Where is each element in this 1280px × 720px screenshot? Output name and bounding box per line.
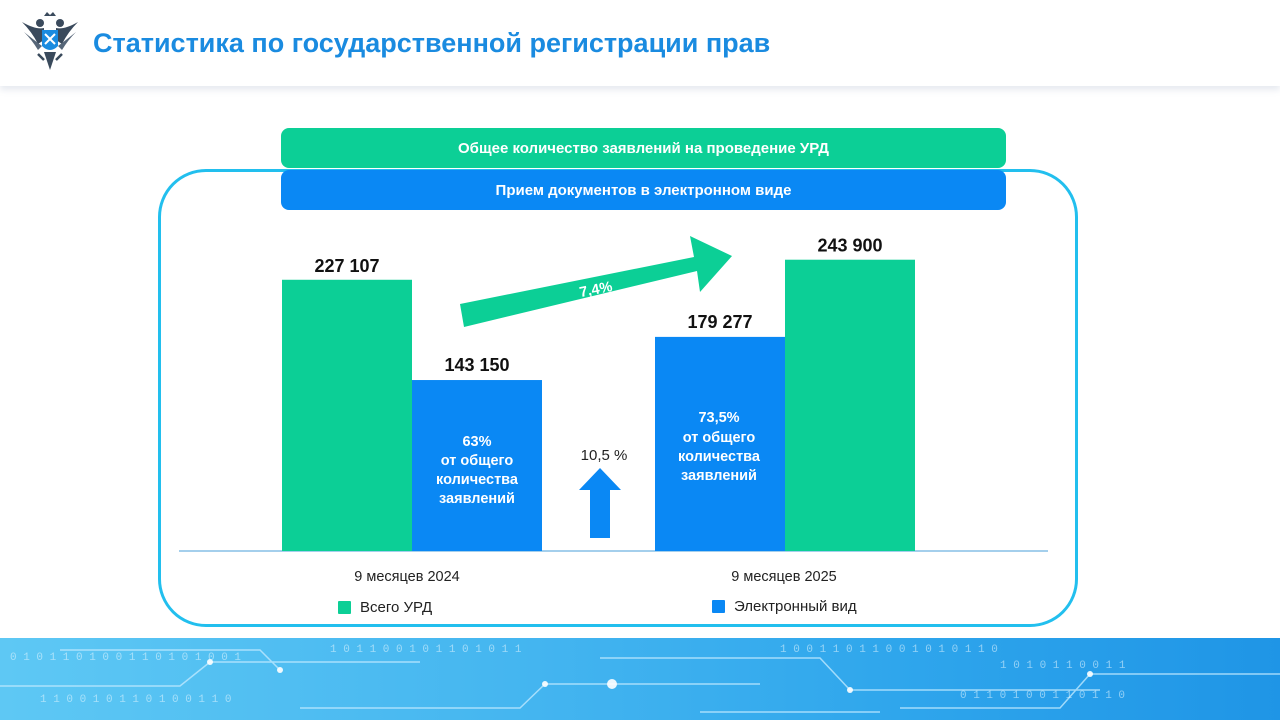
- bar-total-2024: [282, 279, 412, 551]
- share-2024-line-1: 63%: [462, 434, 491, 450]
- header: Статистика по государственной регистраци…: [0, 0, 1280, 86]
- share-2024-line-3: количества: [436, 472, 519, 488]
- growth-electronic-label: 10,5 %: [581, 447, 628, 464]
- legend-label-total: Всего УРД: [360, 599, 433, 616]
- svg-text:1 0 0 1 1 0 1 1 0 0 1 0 1 0 1: 1 0 0 1 1 0 1 1 0 0 1 0 1 0 1 1 0: [780, 644, 998, 656]
- growth-arrow-electronic: 10,5 %: [579, 447, 627, 538]
- legend-swatch-electronic: [712, 600, 725, 613]
- share-2025-line-3: количества: [678, 449, 761, 465]
- share-2025-line-4: заявлений: [681, 468, 757, 484]
- legend-item-total: Всего УРД: [338, 599, 432, 616]
- share-2024-line-4: заявлений: [439, 491, 515, 507]
- legend-label-electronic: Электронный вид: [734, 598, 857, 615]
- bar-electronic-2024: [412, 380, 542, 551]
- decorative-circuit-band: 0 1 0 1 1 0 1 0 0 1 1 0 1 0 1 0 0 1 1 0 …: [0, 638, 1280, 720]
- value-label-total-2024: 227 107: [314, 256, 379, 276]
- svg-text:1 0 1 1 0 0 1 0 1 1 0 1 0 1 1: 1 0 1 1 0 0 1 0 1 1 0 1 0 1 1: [330, 644, 522, 656]
- emblem-logo: [22, 12, 78, 70]
- x-tick-label-2024: 9 месяцев 2024: [354, 569, 459, 585]
- bar-total-2025: [785, 259, 915, 551]
- svg-text:1 1 0 0 1 0 1 1 0 1 0 0 1 1 0: 1 1 0 0 1 0 1 1 0 1 0 0 1 1 0: [40, 694, 231, 706]
- share-label-2024: 63% от общего количества заявлений: [436, 434, 519, 507]
- page-title: Статистика по государственной регистраци…: [93, 28, 771, 58]
- share-label-2025: 73,5% от общего количества заявлений: [678, 410, 761, 484]
- bar-electronic-2025: [655, 336, 785, 551]
- electronic-applications-label: Прием документов в электронном виде: [281, 170, 1006, 210]
- value-label-electronic-2024: 143 150: [444, 355, 509, 375]
- growth-total-label: 7,4%: [578, 279, 614, 301]
- share-2025-line-1: 73,5%: [698, 410, 739, 426]
- svg-text:0 1 0 1 1 0 1 0 0 1 1 0 1 0 1: 0 1 0 1 1 0 1 0 0 1 1 0 1 0 1 0 0 1: [10, 652, 241, 664]
- share-2024-line-2: от общего: [441, 453, 514, 469]
- share-2025-line-2: от общего: [683, 430, 756, 446]
- legend-swatch-total: [338, 601, 351, 614]
- growth-arrow-total: 7,4%: [460, 236, 732, 327]
- circuit-pattern: 0 1 0 1 1 0 1 0 0 1 1 0 1 0 1 0 0 1 1 0 …: [0, 644, 1280, 713]
- svg-text:1 0 1 0 1 1 0 0 1 1: 1 0 1 0 1 1 0 0 1 1: [1000, 660, 1126, 672]
- value-label-electronic-2025: 179 277: [687, 312, 752, 332]
- x-tick-label-2025: 9 месяцев 2025: [731, 569, 836, 585]
- value-label-total-2025: 243 900: [817, 236, 882, 256]
- legend-item-electronic: Электронный вид: [712, 598, 857, 615]
- svg-text:0 1 1 0 1 0 0 1 1 0 1 1 0: 0 1 1 0 1 0 0 1 1 0 1 1 0: [960, 690, 1125, 702]
- total-applications-label: Общее количество заявлений на проведение…: [281, 128, 1006, 168]
